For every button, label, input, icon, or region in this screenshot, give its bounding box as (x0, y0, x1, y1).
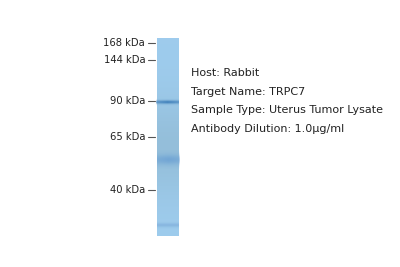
Text: 144 kDa: 144 kDa (104, 55, 145, 65)
Text: 90 kDa: 90 kDa (110, 96, 145, 106)
Text: Antibody Dilution: 1.0μg/ml: Antibody Dilution: 1.0μg/ml (191, 124, 344, 134)
Text: Host: Rabbit: Host: Rabbit (191, 68, 259, 78)
Text: 65 kDa: 65 kDa (110, 132, 145, 142)
Text: 40 kDa: 40 kDa (110, 185, 145, 195)
Text: 168 kDa: 168 kDa (104, 38, 145, 48)
Text: Sample Type: Uterus Tumor Lysate: Sample Type: Uterus Tumor Lysate (191, 105, 383, 115)
Text: Target Name: TRPC7: Target Name: TRPC7 (191, 87, 305, 97)
